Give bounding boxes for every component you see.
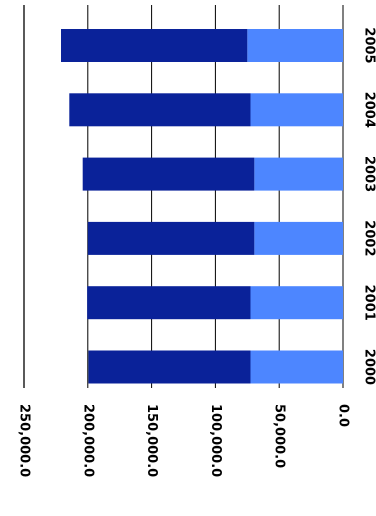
bar-segment-2004-light: [250, 93, 343, 127]
category-label: 2000: [362, 349, 376, 385]
value-tick-labels: 0.0 50,000.0 100,000.0 150,000.0 200,000.0 25…: [17, 404, 351, 477]
bar-segment-2001-light: [250, 286, 343, 320]
value-tick-label: 0.0: [336, 404, 351, 427]
bar-segment-2001-dark: [87, 286, 251, 320]
bar-segment-2003-light: [254, 157, 343, 191]
category-label: 2005: [362, 27, 376, 63]
value-tick-label: 100,000.0: [208, 404, 223, 477]
value-tick-label: 200,000.0: [80, 404, 95, 477]
category-label: 2003: [362, 156, 376, 192]
category-label: 2002: [362, 220, 376, 256]
category-labels: 2000 2001 2002 2003 2004 2005: [362, 27, 376, 385]
bars: [61, 29, 343, 384]
bar-segment-2000-light: [250, 350, 343, 384]
category-label: 2001: [362, 285, 376, 321]
value-tick-label: 50,000.0: [272, 404, 287, 468]
bar-segment-2003-dark: [82, 157, 255, 191]
bar-segment-2005-light: [247, 29, 343, 62]
bar-segment-2005-dark: [61, 29, 248, 62]
gridlines: [23, 5, 344, 388]
bar-segment-2002-dark: [87, 221, 255, 255]
bar-segment-2000-dark: [88, 350, 251, 384]
bar-segment-2002-light: [254, 221, 343, 255]
category-label: 2004: [362, 92, 376, 128]
bar-segment-2004-dark: [69, 93, 251, 127]
value-tick-label: 250,000.0: [17, 404, 32, 477]
value-tick-label: 150,000.0: [144, 404, 159, 477]
